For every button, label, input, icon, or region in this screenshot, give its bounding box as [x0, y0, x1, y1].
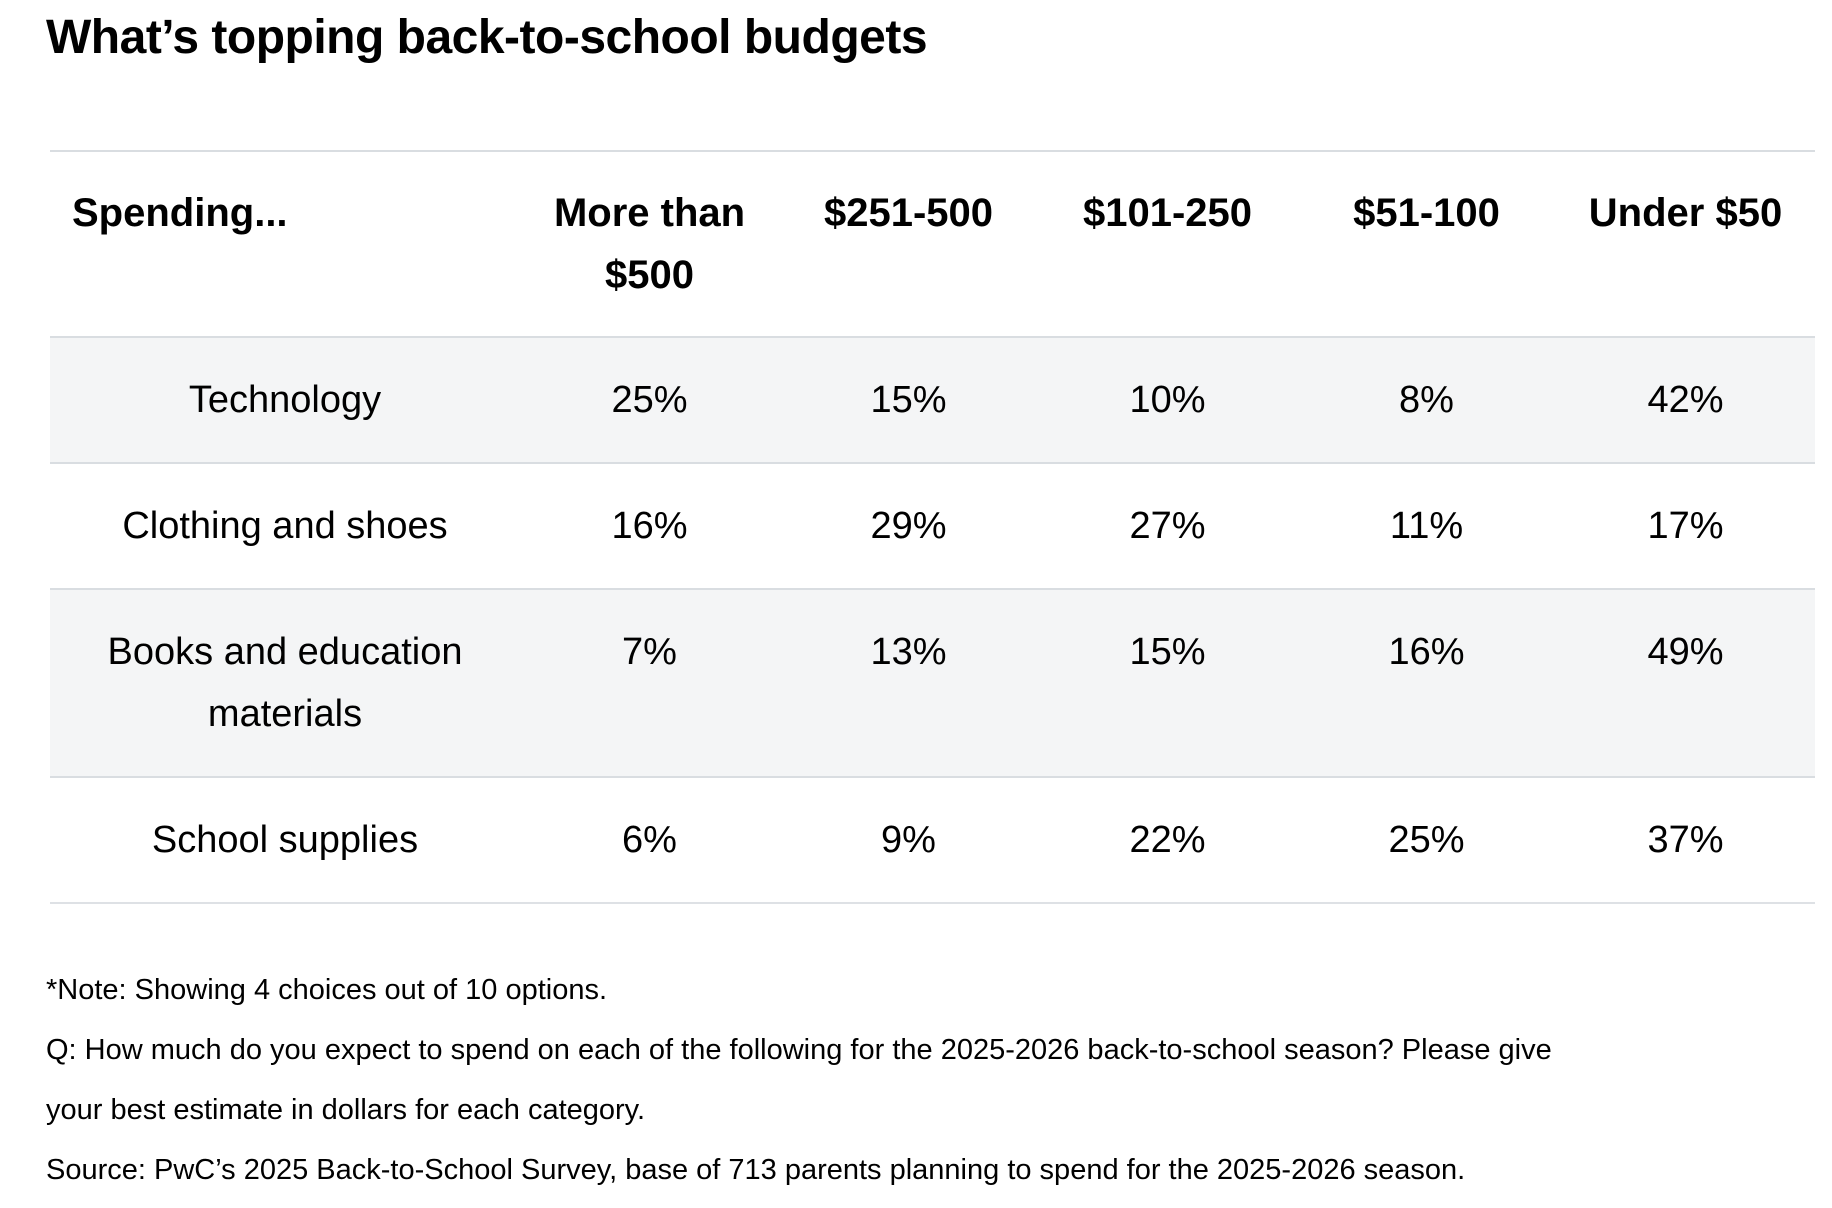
row-label: School supplies — [50, 776, 520, 904]
chart-title: What’s topping back-to-school budgets — [46, 11, 928, 64]
cell-value: 8% — [1297, 336, 1556, 463]
chart-container: What’s topping back-to-school budgets Sp… — [0, 8, 1832, 1208]
table-row-technology: Technology 25% 15% 10% 8% 42% — [50, 336, 1815, 463]
note-line: *Note: Showing 4 choices out of 10 optio… — [46, 974, 608, 1006]
column-header-more-than-500: More than $500 — [520, 151, 779, 337]
column-header-101-250: $101-250 — [1038, 151, 1297, 337]
cell-value: 25% — [1297, 776, 1556, 904]
column-header-spending: Spending... — [50, 151, 520, 337]
cell-value: 10% — [1038, 336, 1297, 463]
cell-value: 16% — [1297, 588, 1556, 777]
cell-value: 13% — [779, 588, 1038, 777]
cell-value: 49% — [1556, 588, 1815, 777]
cell-value: 9% — [779, 776, 1038, 904]
cell-value: 17% — [1556, 462, 1815, 589]
question-line-2: your best estimate in dollars for each c… — [46, 1094, 646, 1126]
table-row-books-and-education-materials: Books and education materials 7% 13% 15%… — [50, 588, 1815, 777]
column-header-251-500: $251-500 — [779, 151, 1038, 337]
cell-value: 27% — [1038, 462, 1297, 589]
cell-value: 29% — [779, 462, 1038, 589]
cell-value: 22% — [1038, 776, 1297, 904]
footnotes: *Note: Showing 4 choices out of 10 optio… — [46, 960, 1772, 1200]
cell-value: 37% — [1556, 776, 1815, 904]
table-header-row: Spending... More than $500 $251-500 $101… — [50, 151, 1815, 337]
row-label: Technology — [50, 336, 520, 463]
column-header-under-50: Under $50 — [1556, 151, 1815, 337]
cell-value: 15% — [779, 336, 1038, 463]
source-line: Source: PwC’s 2025 Back-to-School Survey… — [46, 1154, 1466, 1186]
question-line-1: Q: How much do you expect to spend on ea… — [46, 1034, 1552, 1066]
row-label: Clothing and shoes — [50, 462, 520, 589]
row-label: Books and education materials — [50, 588, 520, 777]
cell-value: 7% — [520, 588, 779, 777]
cell-value: 6% — [520, 776, 779, 904]
cell-value: 42% — [1556, 336, 1815, 463]
table-row-clothing-and-shoes: Clothing and shoes 16% 29% 27% 11% 17% — [50, 462, 1815, 589]
cell-value: 15% — [1038, 588, 1297, 777]
cell-value: 11% — [1297, 462, 1556, 589]
cell-value: 16% — [520, 462, 779, 589]
spending-table: Spending... More than $500 $251-500 $101… — [50, 150, 1815, 904]
table-row-school-supplies: School supplies 6% 9% 22% 25% 37% — [50, 776, 1815, 904]
column-header-51-100: $51-100 — [1297, 151, 1556, 337]
cell-value: 25% — [520, 336, 779, 463]
